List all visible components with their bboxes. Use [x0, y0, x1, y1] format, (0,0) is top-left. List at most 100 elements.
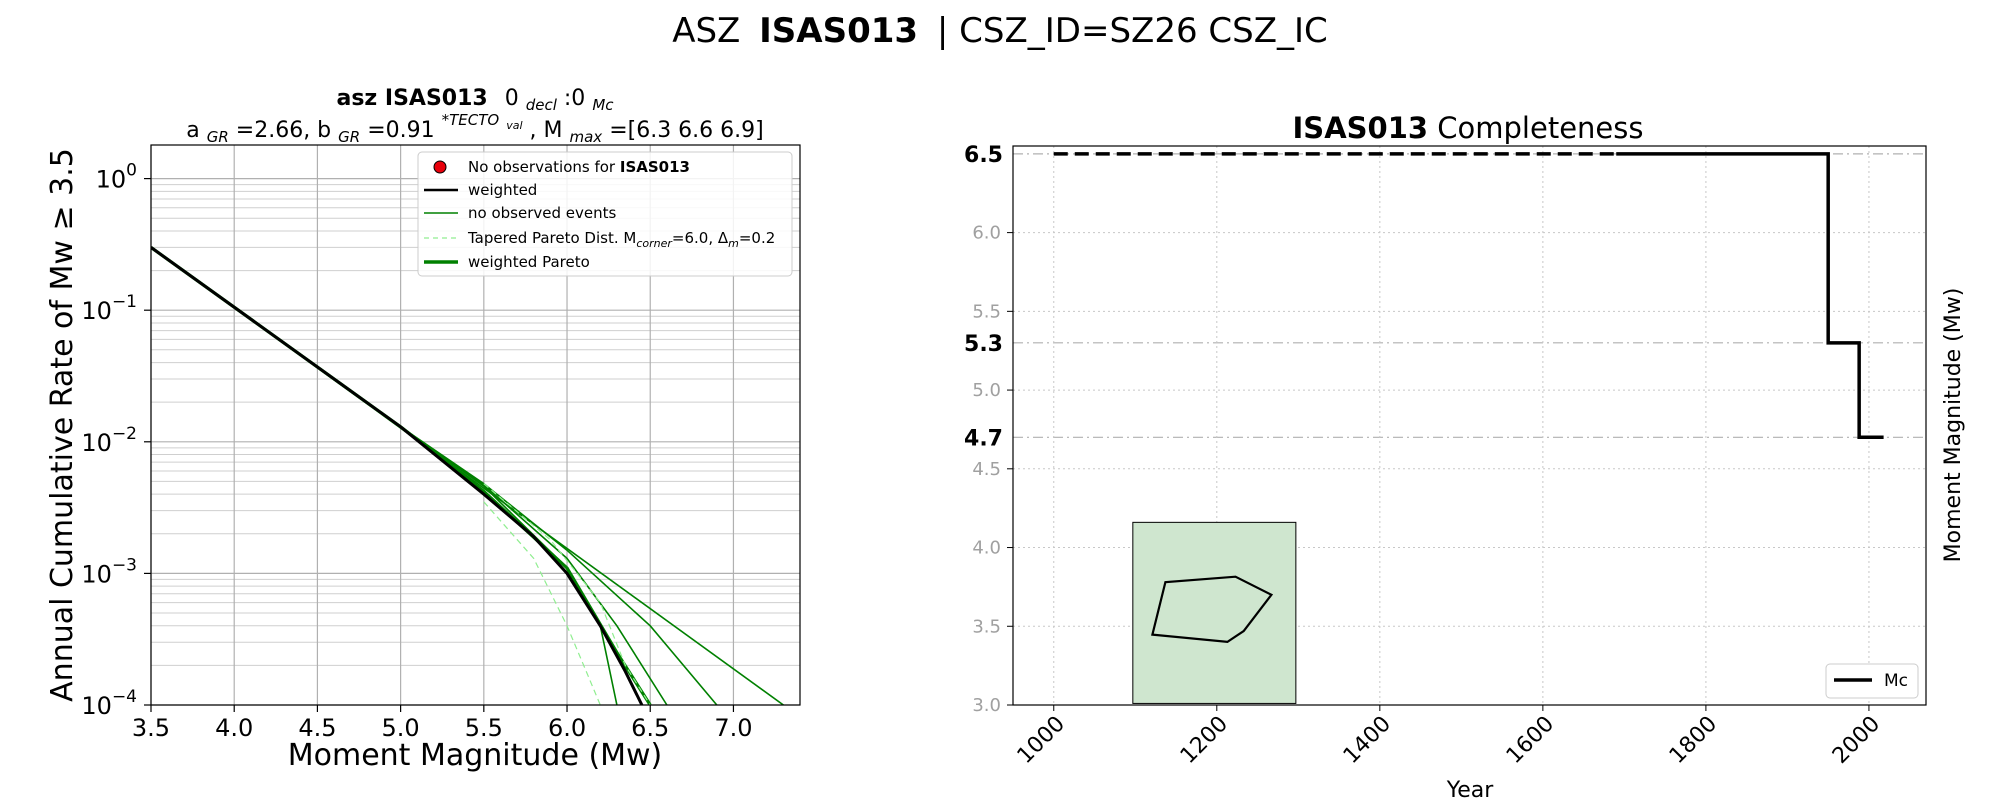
- y-tick-label-minor: 4.5: [972, 459, 1001, 480]
- completeness-x-label: Year: [1446, 778, 1495, 800]
- legend-marker-icon: [433, 160, 447, 174]
- completeness-title: ISAS013 Completeness: [1293, 111, 1644, 145]
- legend-entry-no-observations: No observations for ISAS013: [468, 158, 690, 176]
- figure-title-prefix: ASZ: [672, 11, 740, 51]
- mfd-title-b-sub: GR: [338, 128, 360, 146]
- legend-tapered-end: =0.2: [739, 229, 775, 247]
- mfd-panel: 3.5 4.0 4.5 5.0 5.5 6.0 6.5 7.0 10010−110−210−3…: [45, 86, 801, 773]
- y-tick-label: 100: [96, 161, 137, 194]
- y-tick-label-major: 4.7: [964, 426, 1003, 451]
- zone-map-inset: [1132, 521, 1297, 704]
- x-tick-label: 4.5: [298, 714, 336, 742]
- y-tick-exponent: −2: [112, 424, 137, 444]
- x-tick-label: 1800: [1665, 712, 1722, 769]
- completeness-y-label: Moment Magnitude (Mw): [1941, 288, 1966, 563]
- y-tick-label-minor: 5.5: [972, 301, 1001, 322]
- mfd-title-c: =0.91: [367, 118, 434, 143]
- completeness-panel: ISAS013 Completeness 1000 1200 1400 1600 180…: [964, 111, 1966, 800]
- y-tick-exponent: 0: [126, 161, 137, 181]
- zone-outline: [1151, 575, 1274, 644]
- mfd-title-zone-type: asz: [336, 86, 384, 111]
- completeness-legend: Mc: [1825, 663, 1919, 699]
- y-tick-label: 10−3: [81, 555, 137, 588]
- mfd-title-line2: a GR =2.66, b GR =0.91 *TECTO val , M ma…: [186, 106, 764, 148]
- mfd-title-e: =[6.3 6.6 6.9]: [609, 118, 764, 143]
- completeness-title-zone: ISAS013: [1293, 111, 1429, 145]
- legend-entry-no-events: no observed events: [468, 204, 616, 222]
- y-tick-base: 10: [81, 560, 112, 588]
- legend-entry-tapered: Tapered Pareto Dist. Mcorner=6.0, Δm=0.2: [467, 229, 775, 250]
- y-tick-label-minor: 3.5: [972, 616, 1001, 637]
- legend-entry-weighted-pareto: weighted Pareto: [468, 253, 590, 271]
- x-tick-label: 1400: [1339, 712, 1396, 769]
- figure-title: ASZ ISAS013 | CSZ_ID=SZ26 CSZ_IC: [672, 11, 1328, 51]
- legend-entry-mc: Mc: [1884, 671, 1908, 691]
- y-tick-exponent: −1: [112, 292, 137, 312]
- y-tick-label-major: 5.3: [964, 332, 1003, 357]
- y-tick-base: 10: [81, 429, 112, 457]
- figure-title-zone: ISAS013: [759, 11, 918, 51]
- completeness-x-ticks: 1000 1200 1400 1600 1800 2000: [1013, 705, 1885, 769]
- legend-tapered-text: Tapered Pareto Dist. M: [467, 229, 636, 247]
- series-mc: [1616, 152, 1884, 440]
- x-tick-label: 6.5: [631, 714, 669, 742]
- mfd-y-label: Annual Cumulative Rate of Mw ≥ 3.5: [45, 148, 80, 702]
- completeness-axes-frame: [1012, 145, 1927, 706]
- mfd-title-d-sub: max: [570, 128, 603, 146]
- completeness-y-ticks: 3.0 3.5 4.0 4.5 5.0 5.5 6.0 4.7 5.3 6.5: [964, 143, 1013, 716]
- x-tick-label: 1600: [1502, 712, 1559, 769]
- mfd-title-line1: asz ISAS013 0 decl :0 Mc: [336, 86, 614, 116]
- mfd-legend-frame: [417, 151, 793, 277]
- completeness-title-rest: Completeness: [1428, 111, 1643, 145]
- legend-tapered-sub1: corner: [636, 237, 673, 250]
- mfd-title-c-supsub: val: [506, 119, 522, 132]
- legend-tapered-mid: =6.0, Δ: [672, 229, 729, 247]
- mfd-axes-frame: [150, 144, 801, 706]
- legend-no-obs-text: No observations for: [468, 158, 620, 176]
- mfd-title-a-sub: GR: [207, 128, 229, 146]
- y-tick-label-minor: 4.0: [972, 538, 1001, 559]
- x-tick-label: 6.0: [548, 714, 586, 742]
- y-tick-base: 10: [96, 166, 127, 194]
- mfd-x-label: Moment Magnitude (Mw): [288, 738, 663, 773]
- legend-entry-weighted: weighted: [468, 181, 537, 199]
- series-tapered: [483, 501, 601, 705]
- inset-map-frame: [1132, 521, 1297, 704]
- y-tick-label: 10−1: [81, 292, 137, 325]
- legend-no-obs-zone: ISAS013: [620, 158, 690, 176]
- y-tick-label-major: 6.5: [964, 143, 1003, 168]
- y-tick-label-minor: 3.0: [972, 695, 1001, 716]
- mfd-title-d: , M: [530, 118, 563, 143]
- x-tick-label: 5.5: [465, 714, 503, 742]
- completeness-series: [1053, 152, 1884, 440]
- mfd-title-decl-sub: decl: [526, 96, 558, 114]
- y-tick-label-minor: 6.0: [972, 223, 1001, 244]
- figure-title-suffix: | CSZ_ID=SZ26 CSZ_IC: [937, 11, 1328, 51]
- mfd-title-zone: ISAS013: [385, 86, 488, 111]
- mfd-series: [151, 246, 784, 705]
- mfd-title-a: a: [186, 118, 199, 143]
- y-tick-label: 10−2: [81, 424, 137, 457]
- y-tick-label-minor: 5.0: [972, 380, 1001, 401]
- legend-tapered-sub2: m: [728, 237, 739, 250]
- y-tick-exponent: −4: [112, 687, 137, 707]
- x-tick-label: 3.5: [132, 714, 170, 742]
- mfd-title-mc: :0: [564, 86, 585, 111]
- mfd-legend: No observations for ISAS013 weighted no …: [417, 151, 793, 277]
- y-tick-base: 10: [81, 692, 112, 720]
- x-tick-label: 4.0: [215, 714, 253, 742]
- y-tick-label: 10−4: [81, 687, 137, 720]
- mfd-title-decl: 0: [505, 86, 519, 111]
- x-tick-label: 1200: [1176, 712, 1233, 769]
- mfd-title-b: =2.66, b: [236, 118, 331, 143]
- series-weighted: [151, 246, 644, 705]
- y-tick-exponent: −3: [112, 555, 137, 575]
- series-tapered: [483, 483, 651, 705]
- x-tick-label: 1000: [1013, 712, 1070, 769]
- mfd-title-mc-sub: Mc: [592, 96, 614, 114]
- x-tick-label: 2000: [1828, 712, 1885, 769]
- mfd-title-c-sup: *TECTO: [442, 111, 500, 129]
- y-tick-base: 10: [81, 297, 112, 325]
